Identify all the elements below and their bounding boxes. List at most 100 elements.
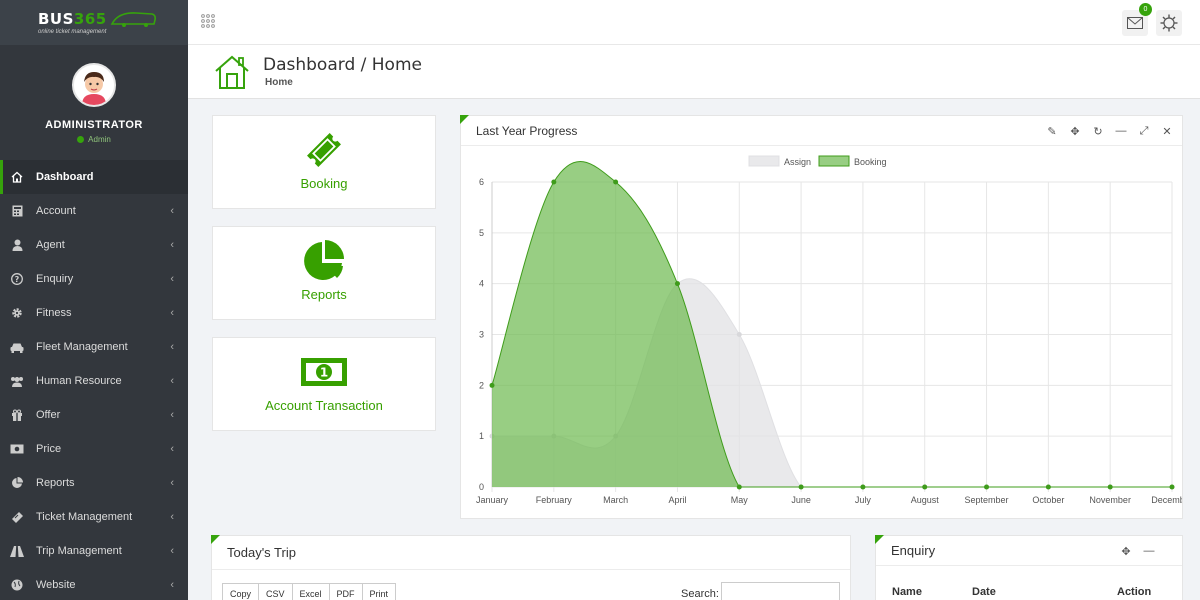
- panel-header: Today's Trip: [212, 536, 850, 570]
- minimize-icon[interactable]: —: [1115, 125, 1127, 137]
- settings-button[interactable]: [1156, 10, 1182, 36]
- data-point-booking: [1045, 484, 1051, 490]
- pie-chart-icon: [302, 239, 346, 283]
- svg-text:?: ?: [15, 275, 20, 284]
- data-point-booking: [551, 179, 557, 185]
- sidebar-item-label: Fitness: [36, 307, 72, 319]
- x-tick-label: May: [731, 495, 749, 505]
- search-input[interactable]: [721, 582, 840, 600]
- sidebar-item-account[interactable]: Account ‹: [0, 194, 188, 228]
- reports-tile[interactable]: Reports: [212, 226, 436, 320]
- move-icon[interactable]: ✥: [1070, 125, 1080, 138]
- panel-title: Today's Trip: [227, 545, 296, 560]
- y-tick-label: 2: [479, 380, 484, 390]
- gear-icon: [10, 306, 24, 320]
- column-header-action[interactable]: Action: [1117, 586, 1152, 598]
- x-tick-label: November: [1089, 495, 1131, 505]
- chevron-left-icon: ‹: [170, 511, 174, 523]
- x-tick-label: October: [1032, 495, 1064, 505]
- sidebar-item-ticket-management[interactable]: Ticket Management ‹: [0, 500, 188, 534]
- y-tick-label: 3: [479, 330, 484, 340]
- panel-actions: ✎ ✥ ↻ — ⤢ ✕: [1045, 116, 1174, 146]
- column-header-name[interactable]: Name: [892, 586, 922, 598]
- home-icon: [10, 170, 24, 184]
- mail-button[interactable]: [1122, 10, 1148, 36]
- x-tick-label: April: [668, 495, 686, 505]
- sidebar-item-fitness[interactable]: Fitness ‹: [0, 296, 188, 330]
- sidebar-item-dashboard[interactable]: Dashboard: [0, 160, 188, 194]
- refresh-icon[interactable]: ↻: [1093, 125, 1103, 138]
- sidebar-item-human-resource[interactable]: Human Resource ‹: [0, 364, 188, 398]
- chevron-left-icon: ‹: [170, 579, 174, 591]
- panel-header: Last Year Progress ✎ ✥ ↻ — ⤢ ✕: [461, 116, 1182, 146]
- topbar: 0: [188, 0, 1200, 45]
- excel-button[interactable]: Excel: [291, 583, 330, 600]
- avatar[interactable]: [72, 63, 116, 107]
- legend-swatch: [818, 155, 850, 167]
- panel-corner-marker: [211, 535, 220, 544]
- globe-icon: [10, 578, 24, 592]
- y-tick-label: 5: [479, 228, 484, 238]
- calculator-icon: [10, 204, 24, 218]
- profile-name: ADMINISTRATOR: [45, 119, 143, 131]
- x-tick-label: August: [911, 495, 940, 505]
- enquiry-panel: Enquiry ✥ — Name Date Action: [875, 535, 1183, 600]
- breadcrumb[interactable]: Home: [265, 77, 293, 88]
- sidebar-item-label: Fleet Management: [36, 341, 128, 353]
- panel-title: Enquiry: [891, 543, 936, 558]
- avatar-icon: [74, 65, 114, 105]
- sidebar-item-reports[interactable]: Reports ‹: [0, 466, 188, 500]
- page-title: Dashboard / Home: [263, 55, 422, 75]
- sidebar-item-fleet-management[interactable]: Fleet Management ‹: [0, 330, 188, 364]
- x-tick-label: September: [965, 495, 1009, 505]
- chevron-left-icon: ‹: [170, 375, 174, 387]
- last-year-progress-panel: Last Year Progress ✎ ✥ ↻ — ⤢ ✕ 0 1 2 3 4 5 6 Ja…: [460, 115, 1183, 519]
- mail-icon: [1127, 17, 1143, 29]
- sidebar-item-website[interactable]: Website ‹: [0, 568, 188, 600]
- close-icon[interactable]: ✕: [1162, 125, 1172, 138]
- profile: ADMINISTRATOR Admin: [0, 45, 188, 160]
- sidebar-item-price[interactable]: Price ‹: [0, 432, 188, 466]
- pdf-button[interactable]: PDF: [328, 583, 363, 600]
- print-button[interactable]: Print: [361, 583, 397, 600]
- panel-corner-marker: [875, 535, 884, 544]
- minimize-icon[interactable]: —: [1143, 545, 1155, 557]
- y-tick-label: 0: [479, 482, 484, 492]
- logo[interactable]: BUS365 online ticket management: [0, 0, 188, 45]
- chevron-left-icon: ‹: [170, 273, 174, 285]
- booking-tile[interactable]: Booking: [212, 115, 436, 209]
- sidebar-item-label: Dashboard: [36, 171, 94, 183]
- sidebar-item-label: Ticket Management: [36, 511, 133, 523]
- expand-icon[interactable]: ⤢: [1139, 124, 1149, 137]
- chevron-left-icon: ‹: [170, 443, 174, 455]
- sidebar-item-label: Enquiry: [36, 273, 74, 285]
- settings-icon: [1160, 14, 1178, 32]
- edit-icon[interactable]: ✎: [1047, 125, 1057, 138]
- svg-text:1: 1: [320, 366, 328, 380]
- logo-tagline: online ticket management: [38, 29, 107, 36]
- sidebar: BUS365 online ticket management ADMINIST…: [0, 0, 188, 600]
- legend-label: Assign: [784, 157, 811, 167]
- home-icon: [214, 54, 250, 95]
- data-point-booking: [860, 484, 866, 490]
- mail-count-badge: 0: [1139, 3, 1152, 16]
- online-status-dot: [77, 136, 85, 143]
- logo-number-text: 365: [73, 9, 107, 28]
- bus-logo-icon: [111, 12, 157, 28]
- sidebar-item-trip-management[interactable]: Trip Management ‹: [0, 534, 188, 568]
- sidebar-item-label: Account: [36, 205, 76, 217]
- column-header-date[interactable]: Date: [972, 586, 996, 598]
- csv-button[interactable]: CSV: [258, 583, 293, 600]
- chevron-left-icon: ‹: [170, 545, 174, 557]
- sidebar-item-offer[interactable]: Offer ‹: [0, 398, 188, 432]
- chevron-left-icon: ‹: [170, 341, 174, 353]
- sidebar-item-agent[interactable]: Agent ‹: [0, 228, 188, 262]
- data-point-booking: [798, 484, 804, 490]
- money-icon: 1: [300, 350, 348, 394]
- copy-button[interactable]: Copy: [222, 583, 260, 600]
- move-icon[interactable]: ✥: [1121, 545, 1131, 558]
- account-transaction-tile[interactable]: 1 Account Transaction: [212, 337, 436, 431]
- sidebar-item-label: Trip Management: [36, 545, 122, 557]
- sidebar-item-enquiry[interactable]: ? Enquiry ‹: [0, 262, 188, 296]
- apps-grid-icon[interactable]: [200, 13, 216, 34]
